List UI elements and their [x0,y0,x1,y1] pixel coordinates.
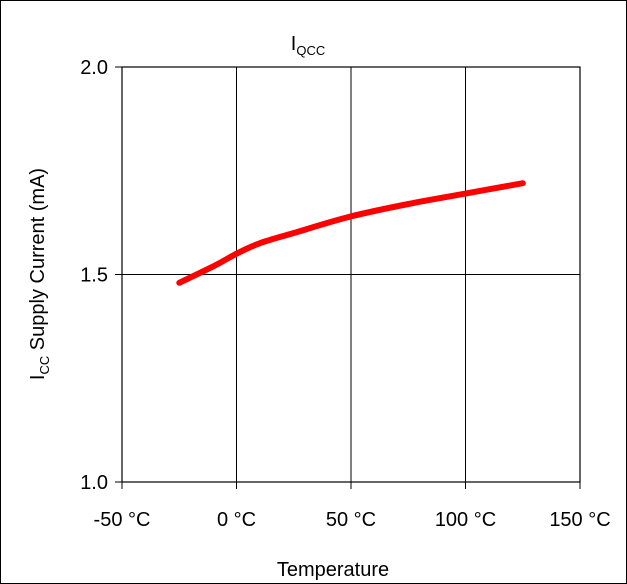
y-tick-label-0: 1.0 [80,472,108,494]
x-tick-label-0: -50 °C [94,509,151,531]
x-axis-label: Temperature [277,559,389,581]
y-axis-label: ICC Supply Current (mA) [27,168,52,380]
x-tick-label-4: 150 °C [549,509,610,531]
y-tick-label-2: 2.0 [80,57,108,79]
y-tick-label-1: 1.5 [80,265,108,287]
chart-title-subscript: QCC [296,43,325,58]
x-tick-label-3: 100 °C [435,509,496,531]
series-layer [176,180,526,286]
chart-title: IQCC [291,33,325,58]
y-axis-label-subscript: CC [37,356,52,375]
y-axis-label-rest: Supply Current (mA) [27,168,49,356]
x-tick-label-1: 0 °C [217,509,256,531]
y-axis-label-main: I [27,375,49,381]
chart-title-main: I [291,33,297,55]
x-tick-label-2: 50 °C [326,509,376,531]
axis-ticks: -50 °C 0 °C 50 °C 100 °C 150 °C 1.0 1.5 2.0 [80,57,611,531]
series-line-0 [176,180,526,286]
